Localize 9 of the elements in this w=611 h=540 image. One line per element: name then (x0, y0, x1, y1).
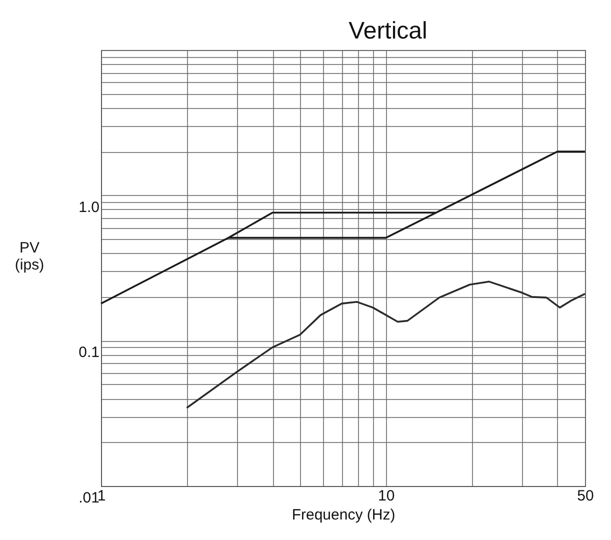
x-tick-label: 10 (378, 488, 395, 504)
y-tick-label: .01 (78, 490, 100, 506)
y-axis-title: PV (ips) (14, 240, 44, 274)
y-tick-label: 1.0 (78, 198, 100, 216)
x-tick-label: 1 (97, 488, 106, 504)
x-axis-title: Frequency (Hz) (292, 506, 396, 524)
x-tick-label: 50 (577, 488, 594, 504)
chart-title: Vertical (348, 18, 428, 44)
y-tick-label: 0.1 (78, 344, 100, 362)
